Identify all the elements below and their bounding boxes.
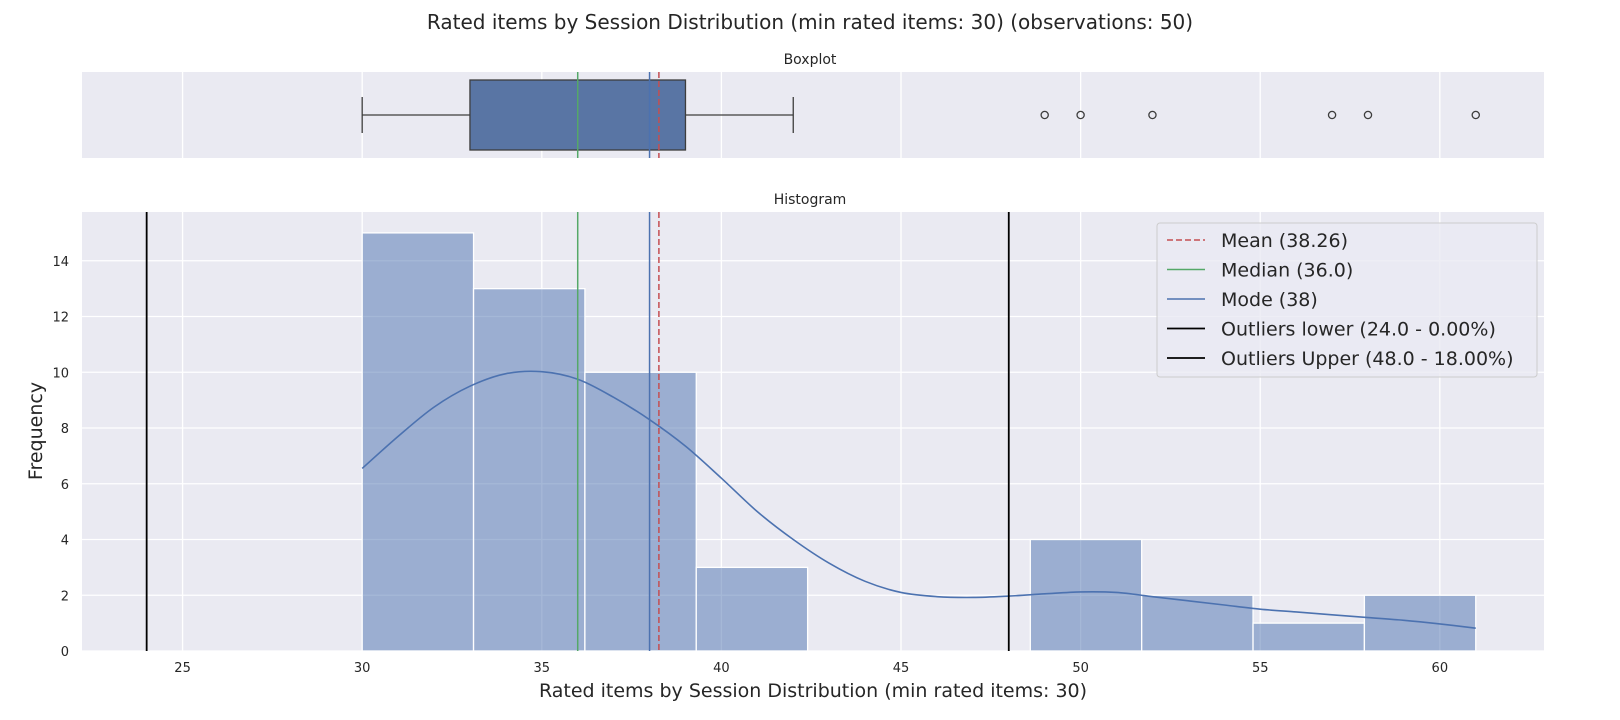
x-tick-label: 60: [1432, 661, 1449, 676]
y-tick-label: 12: [52, 311, 69, 326]
histogram-grid: [82, 212, 1544, 652]
legend-label: Outliers Upper (48.0 - 18.00%): [1221, 348, 1514, 370]
y-tick-label: 6: [61, 478, 69, 493]
boxplot-flier: [1148, 110, 1157, 120]
x-tick-label: 30: [354, 661, 371, 676]
histogram-bars: [361, 232, 1477, 652]
y-tick-label: 14: [52, 255, 69, 270]
histogram-bar: [584, 371, 697, 652]
x-axis-label: Rated items by Session Distribution (min…: [539, 680, 1087, 702]
kde-line: [361, 370, 1476, 629]
legend-label: Median (36.0): [1221, 260, 1353, 282]
histogram-bar: [361, 232, 475, 652]
boxplot-flier: [1327, 110, 1337, 120]
x-tick-label: 55: [1252, 661, 1269, 676]
histogram-bar: [472, 288, 586, 652]
histogram-bar: [1363, 594, 1477, 652]
chart-title: Rated items by Session Distribution (min…: [427, 10, 1193, 34]
x-tick-label: 45: [893, 661, 910, 676]
x-tick-label: 35: [534, 661, 551, 676]
y-tick-label: 10: [52, 366, 69, 381]
y-tick-label: 8: [61, 422, 69, 437]
histogram-title: Histogram: [774, 192, 847, 208]
x-axis-ticks: 25 30 35 40 45 50 55 60: [174, 661, 1448, 676]
boxplot-elements: [361, 72, 1480, 158]
histogram-bar: [1141, 594, 1254, 652]
boxplot-flier: [1076, 110, 1085, 120]
x-tick-label: 40: [713, 661, 730, 676]
legend-label: Mode (38): [1221, 289, 1318, 311]
legend: Mean (38.26) Median (36.0) Mode (38) Outlie…: [1156, 222, 1538, 378]
kde-curve: [361, 370, 1476, 629]
y-tick-label: 4: [61, 534, 69, 549]
y-tick-label: 0: [61, 645, 69, 660]
x-tick-label: 25: [174, 661, 191, 676]
legend-frame: [1156, 222, 1538, 378]
histogram-bar: [1252, 622, 1366, 652]
reference-lines: [145, 212, 1010, 651]
legend-label: Mean (38.26): [1221, 230, 1348, 252]
y-tick-label: 2: [61, 589, 69, 604]
y-axis-ticks: 0 2 4 6 8 10 12 14: [52, 255, 69, 660]
boxplot-panel: [82, 72, 1544, 158]
legend-label: Outliers lower (24.0 - 0.00%): [1221, 319, 1496, 341]
x-tick-label: 50: [1072, 661, 1089, 676]
histogram-bar: [1029, 538, 1143, 652]
boxplot-flier: [1471, 110, 1480, 120]
y-axis-label: Frequency: [25, 382, 47, 480]
boxplot-title: Boxplot: [784, 52, 837, 68]
boxplot-flier: [1040, 110, 1049, 120]
histogram-bar: [695, 566, 809, 652]
boxplot-flier: [1363, 110, 1373, 120]
